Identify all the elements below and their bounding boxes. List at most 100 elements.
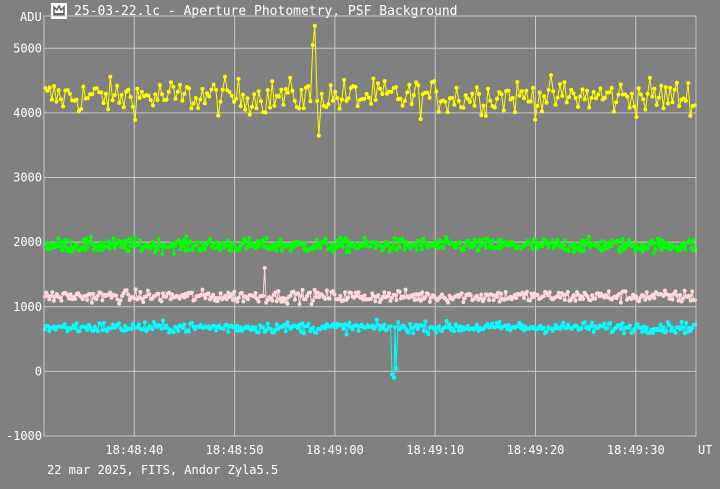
- data-point: [100, 248, 105, 252]
- data-point: [46, 241, 51, 246]
- data-point: [670, 100, 675, 105]
- data-point: [104, 329, 109, 334]
- data-point: [470, 91, 475, 96]
- data-point: [299, 329, 303, 334]
- data-point: [136, 242, 141, 247]
- data-point: [479, 113, 484, 118]
- data-point: [672, 87, 677, 92]
- data-point: [324, 241, 329, 246]
- data-point: [582, 320, 587, 325]
- data-point: [569, 87, 574, 92]
- data-point: [485, 293, 490, 297]
- data-point: [166, 89, 171, 94]
- data-point: [600, 239, 605, 243]
- data-point: [58, 97, 63, 102]
- data-point: [681, 296, 686, 301]
- data-point: [341, 326, 346, 331]
- data-point: [386, 243, 391, 248]
- data-point: [323, 236, 328, 241]
- data-point: [605, 326, 610, 330]
- data-point: [211, 82, 216, 87]
- data-point: [683, 247, 688, 252]
- data-point: [91, 292, 96, 296]
- data-point: [605, 246, 610, 251]
- data-point: [380, 326, 385, 331]
- y-tick-label: 0: [35, 364, 42, 378]
- data-point: [51, 324, 56, 329]
- data-point: [273, 290, 278, 295]
- data-point: [136, 322, 141, 327]
- data-point: [654, 103, 659, 107]
- data-point: [693, 248, 698, 253]
- data-point: [98, 322, 103, 327]
- data-point: [544, 238, 549, 243]
- data-point: [562, 80, 567, 85]
- data-point: [238, 104, 243, 109]
- data-point: [636, 86, 641, 91]
- data-point: [117, 100, 122, 105]
- data-point: [565, 289, 570, 294]
- data-point: [151, 320, 156, 324]
- data-point: [133, 287, 138, 292]
- data-point: [200, 287, 205, 292]
- data-point: [622, 331, 626, 336]
- data-point: [623, 289, 628, 294]
- data-point: [626, 237, 631, 242]
- data-point: [209, 87, 214, 92]
- data-point: [465, 96, 470, 101]
- data-point: [506, 323, 511, 328]
- data-point: [203, 247, 208, 252]
- data-point: [663, 85, 668, 90]
- data-point: [280, 295, 285, 300]
- data-point: [101, 320, 106, 325]
- data-point: [502, 297, 507, 302]
- data-point: [436, 246, 441, 251]
- data-point: [206, 291, 211, 296]
- data-point: [315, 99, 320, 103]
- data-point: [535, 103, 540, 108]
- data-point: [180, 98, 185, 103]
- data-point: [462, 296, 467, 301]
- app-logo-icon[interactable]: [51, 3, 67, 19]
- data-point: [638, 325, 643, 330]
- data-point: [463, 242, 468, 247]
- data-point: [288, 248, 293, 253]
- data-point: [398, 96, 403, 101]
- data-point: [161, 318, 165, 323]
- data-point: [243, 107, 248, 112]
- data-point: [585, 294, 590, 299]
- data-point: [376, 322, 381, 327]
- data-point: [67, 91, 72, 96]
- data-point: [303, 241, 308, 246]
- data-point: [396, 320, 401, 325]
- data-point: [661, 325, 666, 330]
- data-point: [442, 240, 447, 245]
- data-point: [271, 330, 276, 335]
- data-point: [74, 97, 79, 102]
- y-tick-label: 3000: [13, 171, 42, 185]
- series-0: [43, 23, 697, 138]
- data-point: [296, 326, 300, 331]
- data-point: [73, 326, 78, 331]
- data-point: [378, 86, 383, 91]
- data-point: [394, 298, 399, 303]
- data-point: [47, 85, 52, 90]
- data-point: [664, 329, 669, 333]
- data-point: [326, 102, 331, 107]
- data-point: [159, 326, 164, 331]
- data-point: [370, 323, 375, 328]
- data-point: [552, 326, 557, 331]
- data-point: [49, 97, 54, 102]
- data-point: [596, 291, 601, 296]
- data-point: [477, 92, 481, 96]
- data-point: [488, 325, 493, 329]
- data-point: [139, 296, 144, 301]
- data-point: [562, 297, 567, 302]
- data-point: [350, 327, 355, 332]
- data-point: [593, 296, 598, 301]
- data-point: [382, 79, 387, 84]
- data-point: [144, 294, 149, 299]
- data-point: [330, 322, 335, 327]
- data-point: [196, 106, 200, 110]
- data-point: [315, 290, 320, 295]
